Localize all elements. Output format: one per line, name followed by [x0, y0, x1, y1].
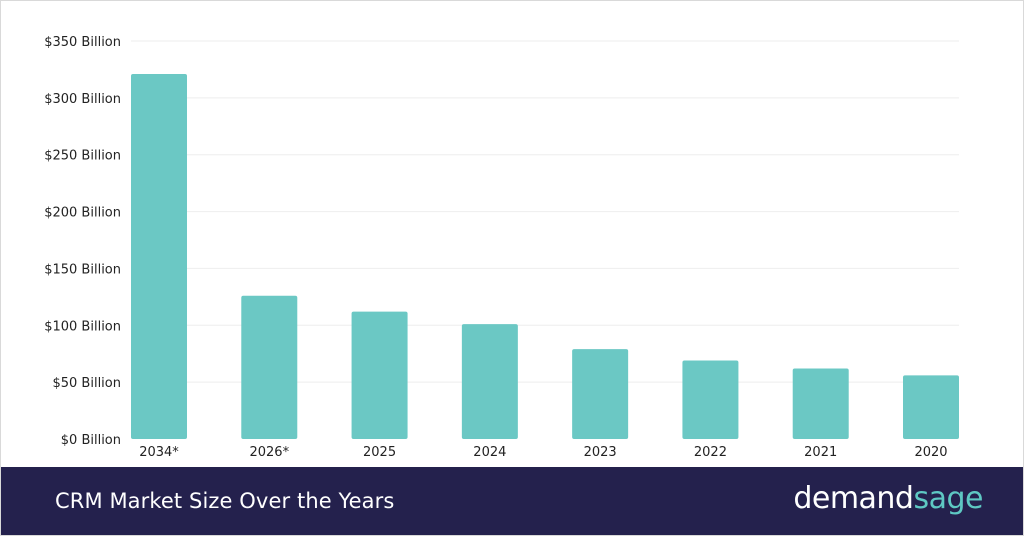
x-tick-label: 2024	[473, 445, 506, 460]
bar-2025	[351, 311, 408, 439]
bars	[131, 73, 959, 439]
logo-part-sage: sage	[913, 481, 983, 516]
y-tick-label: $50 Billion	[52, 376, 121, 391]
y-axis-ticks: $0 Billion $50 Billion $100 Billion $150 Bi…	[44, 35, 121, 448]
x-tick-label: 2022	[694, 445, 727, 460]
y-tick-label: $0 Billion	[61, 433, 121, 448]
x-axis-ticks: 2034* 2026* 2025 2024 2023 2022 2021 2020	[139, 445, 947, 460]
bar-2026-forecast	[241, 295, 298, 439]
bar-2024	[461, 324, 518, 439]
bar-2034-forecast	[131, 73, 187, 439]
y-tick-label: $250 Billion	[44, 149, 121, 164]
x-tick-label: 2020	[914, 445, 947, 460]
x-tick-label: 2026*	[249, 445, 289, 460]
footer-banner: CRM Market Size Over the Years demandsag…	[1, 467, 1023, 535]
bar-2020	[903, 375, 959, 439]
y-tick-label: $350 Billion	[44, 35, 121, 50]
chart-area: $0 Billion $50 Billion $100 Billion $150 Bi…	[1, 1, 1023, 467]
chart-title: CRM Market Size Over the Years	[55, 489, 395, 513]
brand-logo: demandsage	[793, 481, 983, 516]
bar-2021	[792, 368, 849, 439]
bar-chart: $0 Billion $50 Billion $100 Billion $150 Bi…	[44, 35, 959, 460]
y-tick-label: $200 Billion	[44, 206, 121, 221]
x-tick-label: 2025	[363, 445, 396, 460]
bar-2022	[682, 360, 739, 439]
x-tick-label: 2021	[804, 445, 837, 460]
y-tick-label: $150 Billion	[44, 262, 121, 277]
y-tick-label: $300 Billion	[44, 92, 121, 107]
bar-2023	[572, 349, 629, 439]
y-tick-label: $100 Billion	[44, 319, 121, 334]
logo-part-demand: demand	[793, 481, 914, 516]
x-tick-label: 2023	[584, 445, 617, 460]
x-tick-label: 2034*	[139, 445, 179, 460]
